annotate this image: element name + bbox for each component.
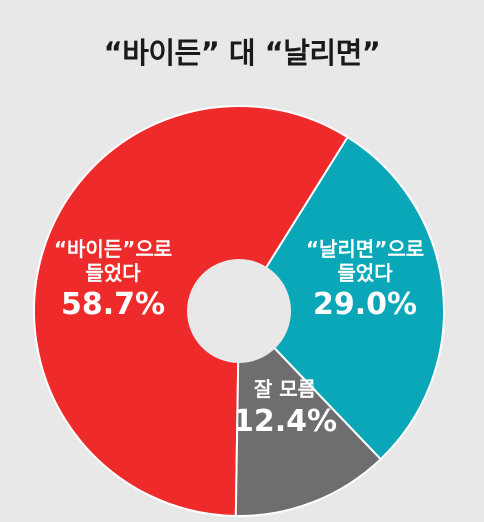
slice-value-biden: 58.7%	[60, 287, 166, 323]
slice-label-nalimyeon-line2: 들었다	[337, 260, 393, 285]
slice-label-biden: “바이든”으로 들었다 58.7%	[38, 237, 188, 323]
slice-label-biden-line2: 들었다	[85, 260, 141, 285]
slice-label-dont-know: 잘 모름 12.4%	[220, 377, 350, 439]
slice-value-dont-know: 12.4%	[232, 403, 338, 439]
slice-nalimyeon	[237, 135, 445, 461]
slice-label-nalimyeon-line1: “날리면”으로	[305, 237, 425, 261]
slice-value-nalimyeon: 29.0%	[312, 287, 418, 323]
chart-title: “바이든” 대 “날리면”	[103, 36, 381, 70]
slice-label-dont-know-line1: 잘 모름	[253, 377, 317, 401]
donut-hole	[187, 259, 291, 363]
slice-label-nalimyeon: “날리면”으로 들었다 29.0%	[290, 237, 440, 323]
slice-dont-know	[234, 308, 383, 517]
slice-label-biden-line1: “바이든”으로	[53, 237, 173, 261]
